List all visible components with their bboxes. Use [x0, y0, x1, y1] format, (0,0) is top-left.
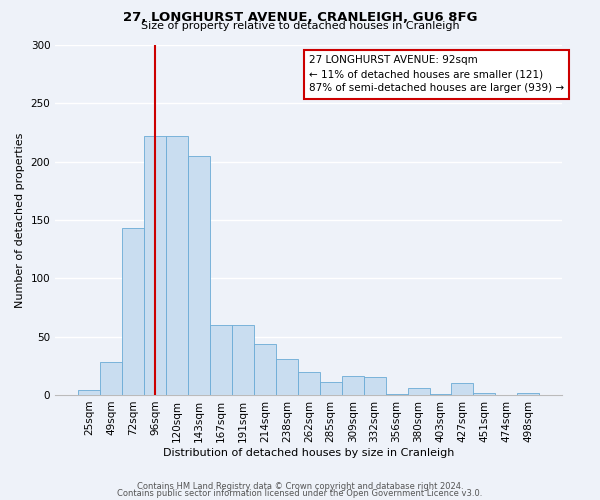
X-axis label: Distribution of detached houses by size in Cranleigh: Distribution of detached houses by size …: [163, 448, 454, 458]
Bar: [276, 359, 298, 395]
Bar: [451, 384, 473, 395]
Bar: [473, 392, 496, 395]
Bar: [342, 376, 364, 395]
Bar: [100, 362, 122, 395]
Bar: [122, 228, 144, 395]
Bar: [166, 136, 188, 395]
Bar: [254, 344, 276, 395]
Text: 27 LONGHURST AVENUE: 92sqm
← 11% of detached houses are smaller (121)
87% of sem: 27 LONGHURST AVENUE: 92sqm ← 11% of deta…: [309, 56, 564, 94]
Bar: [232, 325, 254, 395]
Y-axis label: Number of detached properties: Number of detached properties: [15, 132, 25, 308]
Text: Contains HM Land Registry data © Crown copyright and database right 2024.: Contains HM Land Registry data © Crown c…: [137, 482, 463, 491]
Bar: [364, 378, 386, 395]
Bar: [386, 394, 407, 395]
Bar: [210, 325, 232, 395]
Text: Size of property relative to detached houses in Cranleigh: Size of property relative to detached ho…: [140, 21, 460, 31]
Bar: [298, 372, 320, 395]
Bar: [320, 382, 342, 395]
Bar: [517, 392, 539, 395]
Text: 27, LONGHURST AVENUE, CRANLEIGH, GU6 8FG: 27, LONGHURST AVENUE, CRANLEIGH, GU6 8FG: [123, 11, 477, 24]
Bar: [78, 390, 100, 395]
Bar: [430, 394, 451, 395]
Bar: [407, 388, 430, 395]
Text: Contains public sector information licensed under the Open Government Licence v3: Contains public sector information licen…: [118, 488, 482, 498]
Bar: [144, 136, 166, 395]
Bar: [188, 156, 210, 395]
